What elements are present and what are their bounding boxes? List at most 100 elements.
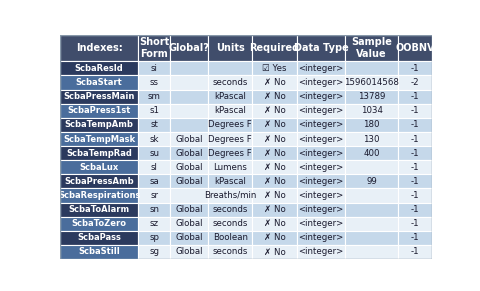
- Bar: [60, 174, 138, 188]
- Text: -1: -1: [411, 163, 420, 172]
- Text: kPascal: kPascal: [214, 92, 246, 101]
- Bar: [208, 231, 252, 245]
- Bar: [252, 245, 297, 259]
- Text: Global: Global: [175, 149, 203, 158]
- Bar: [345, 160, 398, 174]
- Bar: [345, 231, 398, 245]
- Bar: [208, 118, 252, 132]
- Text: sk: sk: [149, 134, 159, 143]
- Bar: [297, 132, 345, 146]
- Bar: [60, 188, 138, 203]
- Text: Global: Global: [175, 205, 203, 214]
- Text: <integer>: <integer>: [299, 64, 344, 73]
- Text: <integer>: <integer>: [299, 247, 344, 256]
- Text: ScbaToZero: ScbaToZero: [72, 219, 127, 228]
- Text: 180: 180: [363, 120, 380, 129]
- Bar: [398, 118, 432, 132]
- Bar: [252, 104, 297, 118]
- Bar: [170, 75, 208, 90]
- Bar: [297, 118, 345, 132]
- Text: Indexes:: Indexes:: [76, 43, 122, 53]
- Bar: [208, 217, 252, 231]
- Bar: [252, 75, 297, 90]
- Bar: [208, 61, 252, 75]
- Text: -1: -1: [411, 247, 420, 256]
- Text: <integer>: <integer>: [299, 92, 344, 101]
- Bar: [398, 188, 432, 203]
- Text: Global: Global: [175, 177, 203, 186]
- Text: Lumens: Lumens: [213, 163, 247, 172]
- Bar: [138, 75, 170, 90]
- Text: seconds: seconds: [213, 78, 248, 87]
- Text: <integer>: <integer>: [299, 219, 344, 228]
- Bar: [208, 146, 252, 160]
- Bar: [60, 61, 138, 75]
- Bar: [138, 203, 170, 217]
- Text: ss: ss: [150, 78, 158, 87]
- Bar: [398, 90, 432, 104]
- Text: -1: -1: [411, 92, 420, 101]
- Bar: [170, 245, 208, 259]
- Text: Degrees F: Degrees F: [208, 134, 252, 143]
- Text: <integer>: <integer>: [299, 134, 344, 143]
- Bar: [60, 90, 138, 104]
- Text: <integer>: <integer>: [299, 120, 344, 129]
- Bar: [138, 146, 170, 160]
- Bar: [208, 160, 252, 174]
- Bar: [345, 90, 398, 104]
- Text: Data Type: Data Type: [294, 43, 348, 53]
- Bar: [345, 75, 398, 90]
- Bar: [252, 132, 297, 146]
- Text: <integer>: <integer>: [299, 233, 344, 242]
- Text: -1: -1: [411, 64, 420, 73]
- Text: Global?: Global?: [168, 43, 209, 53]
- Text: -1: -1: [411, 219, 420, 228]
- Text: Breaths/min: Breaths/min: [204, 191, 256, 200]
- Bar: [170, 146, 208, 160]
- Text: -2: -2: [411, 78, 420, 87]
- Bar: [345, 118, 398, 132]
- Text: kPascal: kPascal: [214, 106, 246, 115]
- Bar: [398, 104, 432, 118]
- Bar: [60, 217, 138, 231]
- Text: ScbaPress1st: ScbaPress1st: [67, 106, 131, 115]
- Bar: [170, 203, 208, 217]
- Bar: [170, 174, 208, 188]
- Text: sg: sg: [149, 247, 159, 256]
- Text: <integer>: <integer>: [299, 149, 344, 158]
- Text: ScbaTempMask: ScbaTempMask: [63, 134, 135, 143]
- Text: sz: sz: [150, 219, 158, 228]
- Bar: [138, 188, 170, 203]
- Bar: [252, 203, 297, 217]
- Bar: [60, 231, 138, 245]
- Text: -1: -1: [411, 149, 420, 158]
- Text: ✗ No: ✗ No: [264, 247, 286, 256]
- Text: ScbaPressAmb: ScbaPressAmb: [64, 177, 134, 186]
- Text: -1: -1: [411, 177, 420, 186]
- Text: Global: Global: [175, 233, 203, 242]
- Bar: [138, 90, 170, 104]
- Bar: [138, 174, 170, 188]
- Bar: [345, 217, 398, 231]
- Text: -1: -1: [411, 205, 420, 214]
- Text: Global: Global: [175, 134, 203, 143]
- Bar: [398, 75, 432, 90]
- Text: -1: -1: [411, 233, 420, 242]
- Bar: [252, 90, 297, 104]
- Text: sm: sm: [148, 92, 160, 101]
- Bar: [345, 203, 398, 217]
- Bar: [345, 146, 398, 160]
- Bar: [170, 104, 208, 118]
- Bar: [345, 188, 398, 203]
- Text: ✗ No: ✗ No: [264, 205, 286, 214]
- Text: si: si: [151, 64, 157, 73]
- Bar: [138, 245, 170, 259]
- Bar: [208, 35, 252, 61]
- Bar: [60, 118, 138, 132]
- Text: ✗ No: ✗ No: [264, 177, 286, 186]
- Bar: [60, 132, 138, 146]
- Bar: [170, 132, 208, 146]
- Text: Global: Global: [175, 219, 203, 228]
- Bar: [252, 217, 297, 231]
- Bar: [60, 203, 138, 217]
